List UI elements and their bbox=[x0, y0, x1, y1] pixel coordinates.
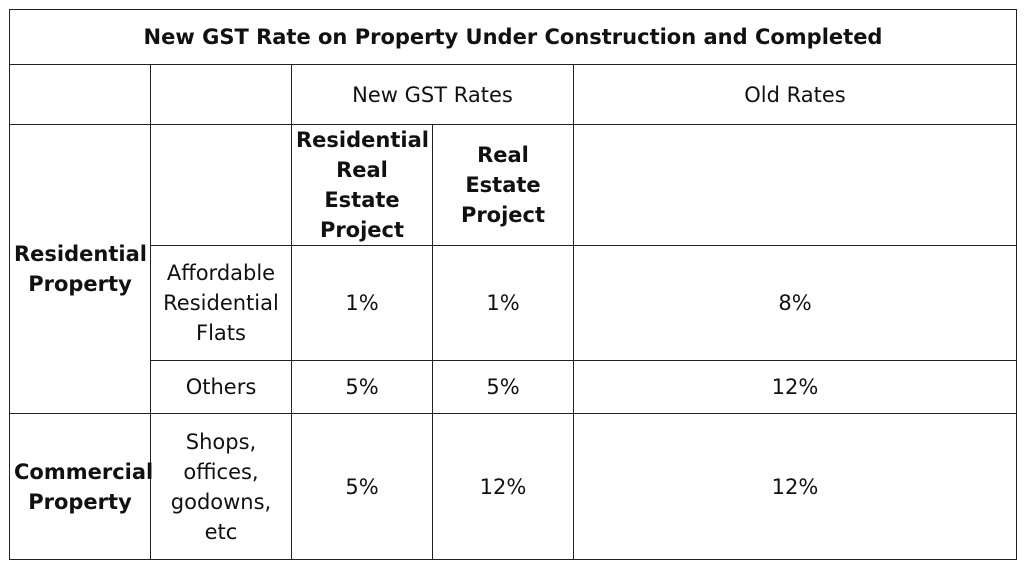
real-estate-project-rate: 12% bbox=[432, 413, 574, 560]
gst-rate-table: New GST Rate on Property Under Construct… bbox=[8, 9, 1018, 560]
table-row: Commercial Property Shops, offices, godo… bbox=[9, 413, 1018, 560]
commercial-property-label: Commercial Property bbox=[9, 413, 153, 560]
table-row: Others 5% 5% 12% bbox=[10, 360, 1018, 414]
residential-real-estate-project-header: Residential Real Estate Project bbox=[291, 124, 433, 246]
residential-project-rate: 5% bbox=[291, 413, 433, 560]
empty-subheader-cell bbox=[150, 124, 292, 246]
real-estate-project-rate: 1% bbox=[432, 245, 574, 361]
residential-project-rate: 1% bbox=[291, 245, 433, 361]
residential-property-label: Residential Property bbox=[9, 124, 151, 414]
real-estate-project-rate: 5% bbox=[432, 360, 574, 414]
subcategory-label: Affordable Residential Flats bbox=[150, 245, 292, 361]
residential-project-rate: 5% bbox=[291, 360, 433, 414]
empty-header-cell-category bbox=[9, 64, 151, 125]
table-title: New GST Rate on Property Under Construct… bbox=[8, 9, 1018, 65]
table-row: Affordable Residential Flats 1% 1% 8% bbox=[10, 245, 1018, 361]
subcategory-label: Others bbox=[150, 360, 292, 414]
old-rate: 12% bbox=[572, 360, 1018, 414]
old-rates-header: Old Rates bbox=[572, 64, 1018, 125]
empty-old-rates-subheader-cell bbox=[572, 124, 1018, 246]
old-rate: 8% bbox=[572, 245, 1018, 361]
new-gst-rates-header: New GST Rates bbox=[291, 64, 574, 125]
old-rate: 12% bbox=[572, 413, 1018, 560]
subcategory-label: Shops, offices, godowns, etc bbox=[150, 413, 292, 560]
empty-header-cell-subcategory bbox=[150, 64, 292, 125]
real-estate-project-header: Real Estate Project bbox=[432, 124, 574, 246]
